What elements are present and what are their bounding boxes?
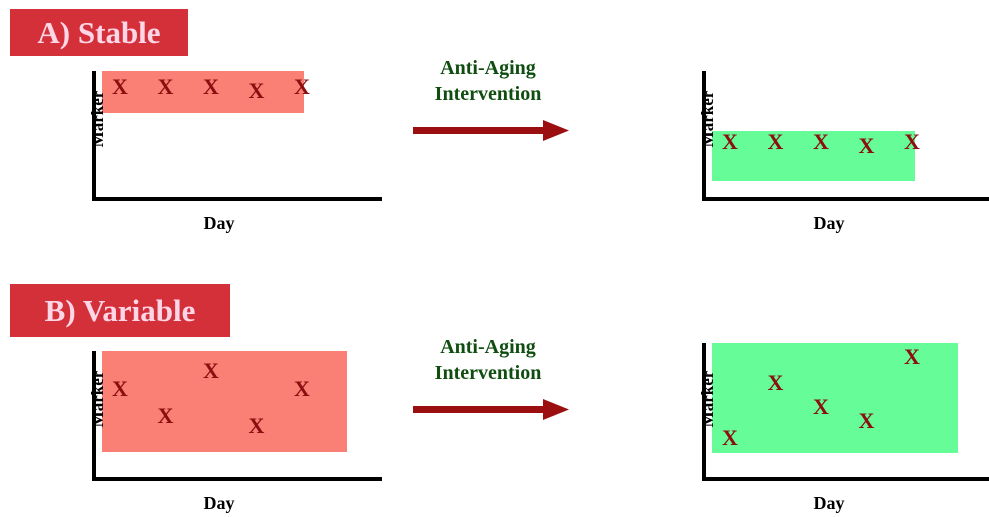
intervention-arrow [413, 399, 569, 420]
x-mark: X [904, 129, 920, 155]
intervention-label-line1: Anti-Aging [440, 336, 536, 358]
x-mark: X [112, 74, 128, 100]
section-a-before-plot: Marker Day X X X X X [88, 71, 392, 233]
intervention-label-line1: Anti-Aging [440, 57, 536, 79]
y-axis [702, 343, 706, 481]
x-mark: X [112, 375, 128, 401]
x-axis [702, 477, 989, 481]
x-axis-label: Day [813, 213, 845, 233]
marker-range-box [102, 351, 347, 452]
x-mark: X [722, 129, 738, 155]
x-mark: X [904, 344, 920, 369]
x-axis [702, 197, 989, 201]
x-mark: X [813, 393, 829, 419]
y-axis [92, 71, 96, 201]
y-axis [702, 71, 706, 201]
section-b-title: B) Variable [10, 284, 230, 337]
x-axis-label: Day [813, 493, 845, 513]
x-mark: X [294, 375, 310, 401]
x-mark: X [767, 129, 784, 155]
intervention-label-line2: Intervention [434, 362, 542, 384]
intervention-arrow [413, 120, 569, 141]
x-mark: X [767, 369, 784, 395]
x-mark: X [294, 74, 310, 100]
x-mark: X [248, 78, 265, 104]
x-axis-label: Day [203, 213, 235, 233]
arrow-head [543, 399, 569, 420]
x-axis [92, 197, 382, 201]
x-mark: X [858, 133, 875, 159]
y-axis-label: Marker [698, 90, 717, 148]
marker-range-box [712, 343, 958, 453]
section-a-title: A) Stable [10, 9, 188, 56]
x-mark: X [248, 413, 265, 439]
x-mark: X [203, 74, 219, 100]
x-mark: X [722, 425, 738, 451]
section-b-before-plot: Marker Day X X X X X [88, 351, 392, 513]
section-b-after-plot: Marker Day X X X X X [698, 343, 989, 513]
arrow-shaft [413, 127, 545, 134]
x-axis-label: Day [203, 493, 235, 513]
intervention-label-line2: Intervention [434, 83, 542, 105]
y-axis-label: Marker [88, 370, 107, 428]
x-axis [92, 477, 382, 481]
y-axis-label: Marker [698, 370, 717, 428]
x-mark: X [203, 357, 219, 383]
arrow-head [543, 120, 569, 141]
x-mark: X [813, 129, 829, 155]
y-axis-label: Marker [88, 90, 107, 148]
x-mark: X [858, 407, 875, 433]
marker-range-box [712, 131, 915, 181]
x-mark: X [157, 74, 174, 100]
x-mark: X [157, 402, 174, 428]
y-axis [92, 351, 96, 481]
section-b-intervention: Anti-Aging Intervention [403, 334, 573, 386]
section-a-intervention: Anti-Aging Intervention [403, 55, 573, 107]
arrow-shaft [413, 406, 545, 413]
marker-range-box [102, 71, 304, 113]
section-a-after-plot: Marker Day X X X X X [698, 71, 989, 233]
